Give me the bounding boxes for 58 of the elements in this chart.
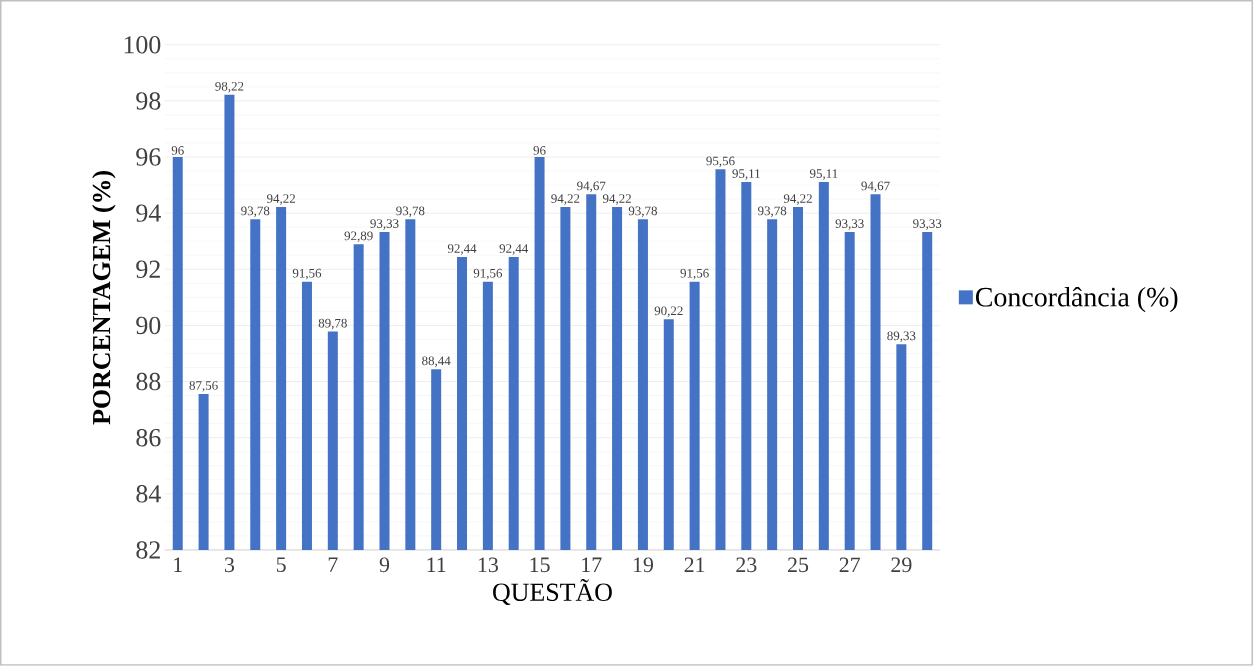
data-label: 94,22 [783, 194, 812, 205]
y-tick-label: 92 [136, 260, 160, 279]
data-label: 93,33 [370, 219, 399, 230]
legend-label: Concordância (%) [975, 287, 1178, 313]
data-label: 92,44 [447, 244, 477, 255]
data-label: 93,78 [758, 206, 787, 218]
x-tick-label: 3 [225, 557, 235, 573]
data-label: 88,44 [422, 356, 451, 368]
y-tick-label: 88 [136, 372, 161, 391]
data-label: 91,56 [680, 268, 709, 280]
y-tick-label: 90 [136, 316, 161, 335]
data-label: 94,22 [602, 194, 631, 205]
x-tick-label: 9 [379, 557, 390, 573]
data-label: 93,78 [241, 206, 270, 218]
y-tick-label: 94 [136, 204, 161, 222]
data-label: 92,44 [499, 244, 529, 255]
data-label: 98,22 [215, 82, 244, 93]
x-tick-label: 29 [891, 557, 912, 573]
data-label: 92,89 [344, 231, 373, 243]
x-tick-label: 5 [276, 557, 286, 573]
y-axis-title: PORCENTAGEM (%) [92, 171, 116, 425]
x-tick-label: 13 [478, 557, 498, 573]
y-tick-label: 98 [136, 92, 161, 110]
x-tick-label: 11 [427, 557, 446, 573]
data-label: 95,11 [809, 169, 838, 180]
data-label: 91,56 [292, 268, 322, 280]
data-label: 93,33 [835, 219, 864, 230]
data-label: 90,22 [654, 306, 683, 318]
data-label: 87,56 [189, 381, 218, 392]
y-tick-label: 82 [136, 541, 160, 559]
data-label: 94,67 [577, 181, 606, 193]
data-label: 91,56 [473, 268, 503, 280]
x-tick-label: 19 [633, 557, 653, 573]
data-label: 94,22 [551, 194, 580, 205]
data-label: 89,78 [318, 318, 347, 330]
y-tick-label: 100 [124, 36, 161, 54]
x-tick-label: 7 [328, 557, 338, 572]
y-tick-label: 84 [136, 485, 161, 503]
x-tick-label: 1 [174, 557, 182, 573]
x-tick-label: 25 [788, 557, 809, 573]
data-label: 96 [171, 146, 184, 155]
data-label: 95,11 [732, 169, 760, 180]
y-tick-label: 96 [136, 148, 161, 166]
data-label: 93,33 [913, 219, 942, 230]
data-label: 95,56 [706, 156, 735, 168]
x-tick-label: 17 [582, 557, 602, 573]
x-tick-label: 15 [530, 557, 550, 573]
data-label: 93,78 [628, 206, 658, 218]
data-label: 94,22 [266, 194, 295, 205]
data-label: 89,33 [887, 331, 916, 343]
x-tick-label: 27 [839, 557, 861, 573]
y-tick-label: 86 [136, 429, 161, 447]
x-tick-label: 23 [736, 557, 757, 573]
data-label: 94,67 [861, 181, 890, 193]
data-label: 96 [533, 146, 546, 155]
data-label: 93,78 [396, 206, 425, 218]
x-axis-title: QUESTÃO [493, 579, 612, 606]
x-tick-label: 21 [684, 557, 705, 573]
